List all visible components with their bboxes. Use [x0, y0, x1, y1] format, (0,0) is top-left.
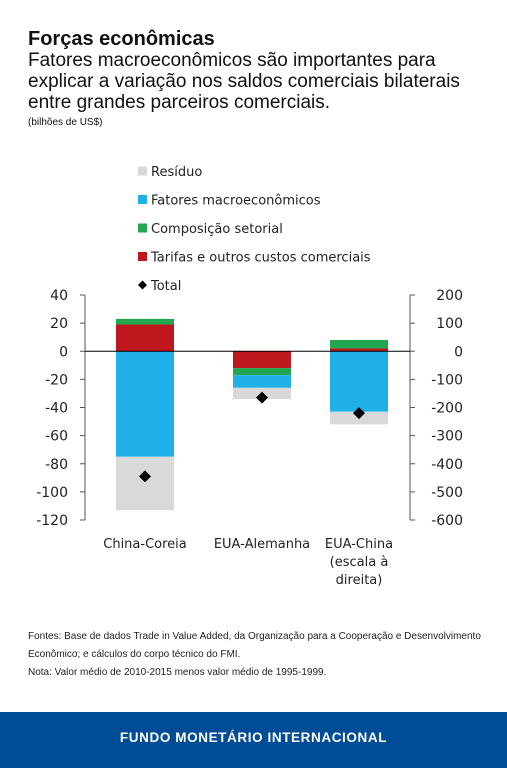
right-tick-label: -500: [431, 485, 463, 501]
bar-setorial: [330, 340, 388, 349]
bar-residuo: [116, 456, 174, 511]
bar-macro: [116, 351, 174, 457]
bar-tarifas: [233, 351, 291, 369]
legend-label-residuo: Resíduo: [151, 165, 202, 180]
left-tick-label: 40: [50, 288, 68, 304]
left-tick-label: -40: [45, 401, 68, 417]
chart-title: Forças econômicas: [28, 28, 215, 50]
right-tick-label: 200: [436, 288, 463, 304]
bar-macro: [330, 351, 388, 412]
sources-note: Fontes: Base de dados Trade in Value Add…: [28, 628, 488, 682]
legend-label-macro: Fatores macroeconômicos: [151, 194, 321, 209]
bar-setorial: [116, 318, 174, 325]
sources-text: Fontes: Base de dados Trade in Value Add…: [28, 631, 481, 660]
left-tick-label: 20: [50, 316, 68, 332]
left-tick-label: -80: [45, 457, 68, 473]
left-tick-label: 0: [59, 344, 68, 360]
right-tick-label: -600: [431, 513, 463, 529]
bar-setorial: [233, 368, 291, 376]
right-tick-label: -200: [431, 401, 463, 417]
left-tick-label: -60: [45, 429, 68, 445]
chart: Resíduo Fatores macroeconômicos Composição…: [36, 165, 463, 588]
right-tick-label: -300: [431, 429, 463, 445]
chart-subtitle: Fatores macroeconômicos são importantes …: [28, 50, 460, 113]
legend-label-setorial: Composição setorial: [151, 222, 283, 237]
right-tick-label: 100: [436, 316, 463, 332]
category-label: direita): [336, 573, 383, 588]
left-tick-label: -20: [45, 372, 68, 388]
category-label: (escala à: [330, 555, 389, 570]
total-marker: [353, 407, 365, 420]
legend-swatch-residuo: [138, 166, 147, 176]
legend-marker-total: [138, 280, 147, 290]
left-tick-label: -100: [36, 485, 68, 501]
legend-swatch-setorial: [138, 223, 147, 233]
legend-label-tarifas: Tarifas e outros custos comerciais: [150, 251, 371, 266]
units-label: (bilhões de US$): [28, 117, 103, 128]
legend-label-total: Total: [150, 279, 181, 294]
category-label: EUA-Alemanha: [214, 537, 310, 552]
bar-tarifas: [116, 324, 174, 352]
footer-banner: FUNDO MONETÁRIO INTERNACIONAL: [0, 712, 507, 768]
category-label: China-Coreia: [103, 537, 187, 552]
note-text: Nota: Valor médio de 2010-2015 menos val…: [28, 667, 327, 678]
right-tick-label: 0: [454, 344, 463, 360]
right-tick-label: -400: [431, 457, 463, 473]
legend-swatch-macro: [138, 195, 147, 204]
total-marker: [256, 391, 268, 404]
bar-tarifas: [330, 348, 388, 352]
legend-swatch-tarifas: [138, 252, 147, 261]
bar-macro: [233, 375, 291, 388]
category-label: EUA-China: [325, 537, 393, 552]
right-tick-label: -100: [431, 372, 463, 388]
left-tick-label: -120: [36, 513, 68, 529]
total-marker: [139, 470, 151, 483]
